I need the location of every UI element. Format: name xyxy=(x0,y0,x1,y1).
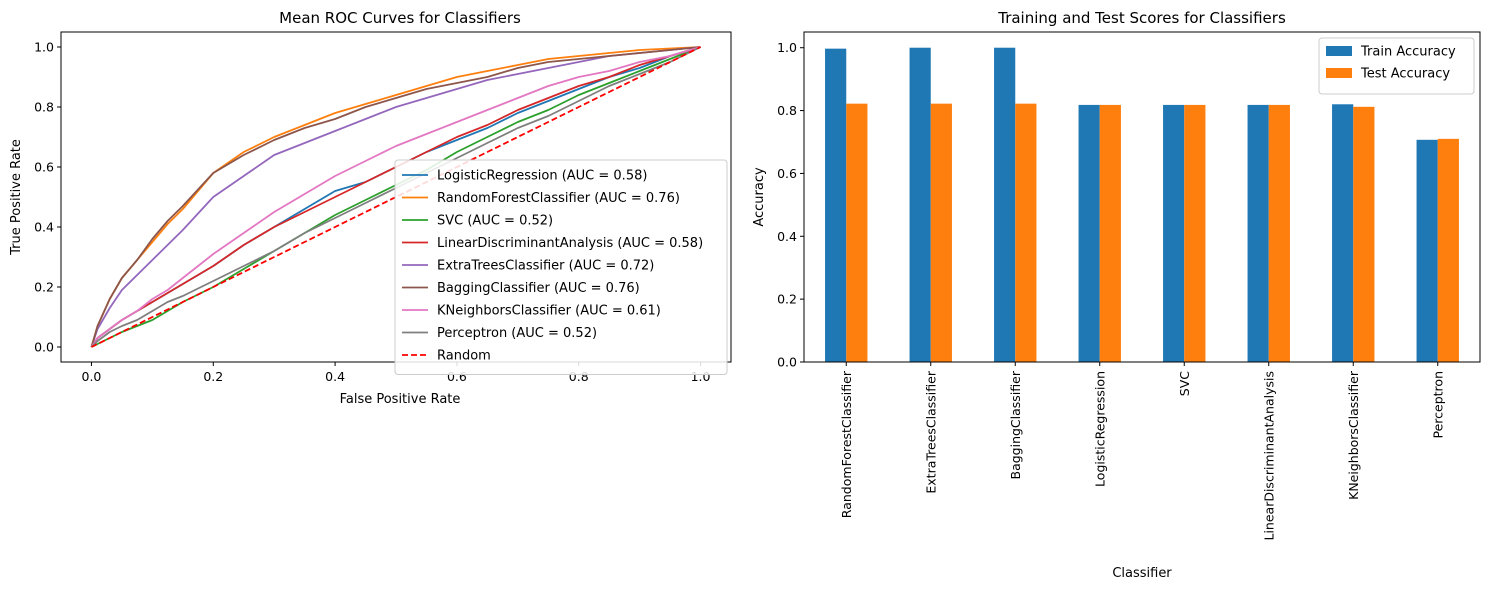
bar-y-tick-label: 0.0 xyxy=(777,355,797,370)
bar-chart-title: Training and Test Scores for Classifiers xyxy=(997,9,1286,27)
roc-y-axis-label: True Positive Rate xyxy=(9,139,24,256)
roc-legend-label: LinearDiscriminantAnalysis (AUC = 0.58) xyxy=(437,236,703,251)
roc-legend: LogisticRegression (AUC = 0.58) RandomFor… xyxy=(394,159,728,375)
roc-curves xyxy=(90,46,701,348)
roc-legend-label: RandomForestClassifier (AUC = 0.76) xyxy=(437,191,680,206)
bar-train-accuracy-baggingclassifier xyxy=(994,47,1016,362)
roc-x-tick-label: 0.4 xyxy=(325,369,345,384)
roc-legend-label: Random xyxy=(437,349,491,364)
bar-x-tick-label: LinearDiscriminantAnalysis xyxy=(1261,371,1276,541)
roc-curve-extratreesclassifier xyxy=(90,46,701,348)
roc-curve-svc xyxy=(91,46,701,348)
bar-legend-swatch xyxy=(1326,68,1352,78)
bar-train-accuracy-extratreesclassifier xyxy=(909,47,931,362)
bar-train-accuracy-perceptron xyxy=(1416,139,1438,362)
bar-x-tick-label: BaggingClassifier xyxy=(1008,370,1023,479)
bar-x-axis-label: Classifier xyxy=(1112,566,1172,581)
roc-chart-title: Mean ROC Curves for Classifiers xyxy=(279,9,521,27)
bar-test-accuracy-logisticregression xyxy=(1099,104,1121,363)
bar-train-accuracy-lineardiscriminantanalysis xyxy=(1247,104,1269,363)
bar-train-accuracy-kneighborsclassifier xyxy=(1332,104,1354,363)
bar-legend-box xyxy=(1318,37,1475,95)
bar-legend-swatch xyxy=(1326,46,1352,56)
bar-x-tick-label: Perceptron xyxy=(1430,371,1445,438)
bar-y-tick-label: 0.4 xyxy=(777,229,797,244)
bar-x-tick-label: ExtraTreesClassifier xyxy=(923,370,938,493)
bar-y-tick-label: 1.0 xyxy=(777,40,797,55)
bar-y-tick-label: 0.2 xyxy=(777,292,797,307)
bar-test-accuracy-lineardiscriminantanalysis xyxy=(1268,104,1290,363)
roc-legend-box xyxy=(394,159,728,375)
bar-test-accuracy-svc xyxy=(1184,104,1206,363)
roc-y-tick-label: 0.8 xyxy=(34,100,54,115)
bar-train-accuracy-randomforestclassifier xyxy=(825,48,847,363)
bar-y-axis-label: Accuracy xyxy=(752,167,767,227)
roc-chart: Mean ROC Curves for Classifiers 0.0 0.2 0.… xyxy=(9,9,732,407)
roc-curve-random xyxy=(91,46,701,348)
roc-legend-label: LogisticRegression (AUC = 0.58) xyxy=(437,169,647,184)
roc-curve-baggingclassifier xyxy=(90,46,701,348)
roc-legend-label: SVC (AUC = 0.52) xyxy=(437,214,553,229)
roc-x-tick-label: 0.0 xyxy=(82,369,102,384)
roc-y-axis: 0.0 0.2 0.4 0.6 0.8 1.0 xyxy=(34,40,61,355)
bar-plot-frame xyxy=(803,31,1481,363)
bar-x-tick-label: SVC xyxy=(1177,371,1192,396)
roc-x-tick-label: 0.2 xyxy=(203,369,223,384)
roc-y-tick-label: 0.6 xyxy=(34,160,54,175)
roc-curve-perceptron xyxy=(90,46,701,348)
roc-legend-label: KNeighborsClassifier (AUC = 0.61) xyxy=(437,304,661,319)
roc-y-tick-label: 0.0 xyxy=(34,340,54,355)
bar-test-accuracy-perceptron xyxy=(1437,138,1459,362)
bar-y-tick-label: 0.6 xyxy=(777,166,797,181)
bar-y-tick-label: 0.8 xyxy=(777,103,797,118)
bar-test-accuracy-kneighborsclassifier xyxy=(1353,106,1375,362)
bar-train-accuracy-logisticregression xyxy=(1078,104,1100,363)
bar-legend: Train Accuracy Test Accuracy xyxy=(1318,37,1475,95)
bar-x-tick-label: KNeighborsClassifier xyxy=(1346,370,1361,500)
bar-train-accuracy-svc xyxy=(1163,104,1185,363)
roc-legend-label: ExtraTreesClassifier (AUC = 0.72) xyxy=(437,259,654,274)
bar-x-tick-label: LogisticRegression xyxy=(1092,371,1107,487)
bar-marks xyxy=(825,47,1459,363)
bar-test-accuracy-extratreesclassifier xyxy=(930,103,952,363)
roc-legend-label: Perceptron (AUC = 0.52) xyxy=(437,326,597,341)
accuracy-bar-chart: Training and Test Scores for Classifiers… xyxy=(752,9,1481,581)
roc-curve-kneighborsclassifier xyxy=(90,46,701,348)
bar-test-accuracy-baggingclassifier xyxy=(1015,103,1037,363)
roc-y-tick-label: 1.0 xyxy=(34,40,54,55)
bar-x-tick-label: RandomForestClassifier xyxy=(839,370,854,518)
bar-test-accuracy-randomforestclassifier xyxy=(846,103,868,363)
bar-legend-label: Test Accuracy xyxy=(1360,67,1450,82)
roc-x-axis-label: False Positive Rate xyxy=(340,392,461,407)
roc-legend-label: BaggingClassifier (AUC = 0.76) xyxy=(437,281,640,296)
bar-x-axis: RandomForestClassifier ExtraTreesClassifi… xyxy=(839,362,1445,541)
roc-y-tick-label: 0.4 xyxy=(34,220,54,235)
bar-legend-label: Train Accuracy xyxy=(1360,45,1456,60)
roc-y-tick-label: 0.2 xyxy=(34,280,54,295)
bar-y-axis: 0.0 0.2 0.4 0.6 0.8 1.0 xyxy=(777,40,804,370)
